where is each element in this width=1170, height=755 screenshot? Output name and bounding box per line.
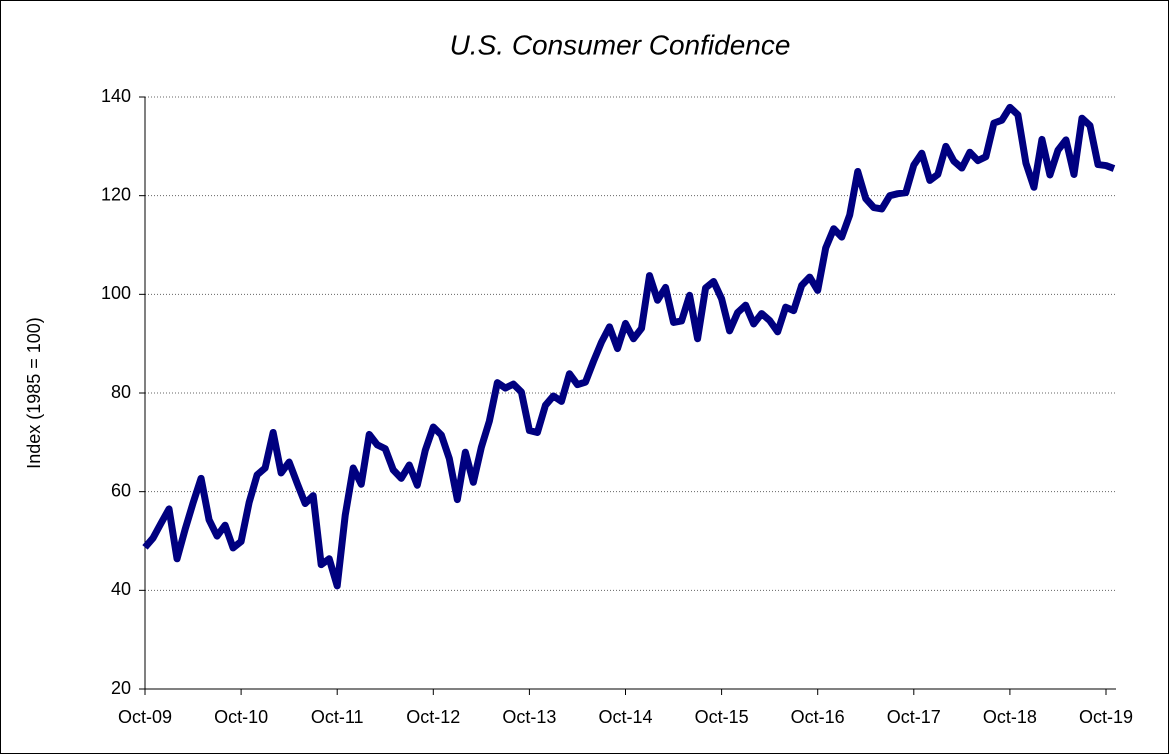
- x-tick-label: Oct-09: [118, 707, 172, 727]
- x-tick-label: Oct-16: [791, 707, 845, 727]
- x-tick-label: Oct-15: [695, 707, 749, 727]
- y-tick-label: 80: [111, 382, 131, 402]
- y-tick-label: 140: [101, 86, 131, 106]
- y-axis-label: Index (1985 = 100): [24, 317, 44, 469]
- x-tick-label: Oct-18: [983, 707, 1037, 727]
- x-tick-label: Oct-11: [311, 707, 364, 727]
- y-tick-label: 20: [111, 678, 131, 698]
- y-tick-label: 40: [111, 579, 131, 599]
- x-tick-label: Oct-19: [1079, 707, 1133, 727]
- chart-title: U.S. Consumer Confidence: [450, 29, 791, 60]
- x-tick-label: Oct-12: [406, 707, 460, 727]
- y-tick-label: 60: [111, 480, 131, 500]
- x-tick-label: Oct-10: [214, 707, 268, 727]
- y-tick-label: 100: [101, 283, 131, 303]
- line: [142, 103, 1116, 590]
- x-tick-label: Oct-17: [887, 707, 941, 727]
- y-tick-label: 120: [101, 184, 131, 204]
- x-tick-label: Oct-14: [598, 707, 652, 727]
- x-tick-label: Oct-13: [502, 707, 556, 727]
